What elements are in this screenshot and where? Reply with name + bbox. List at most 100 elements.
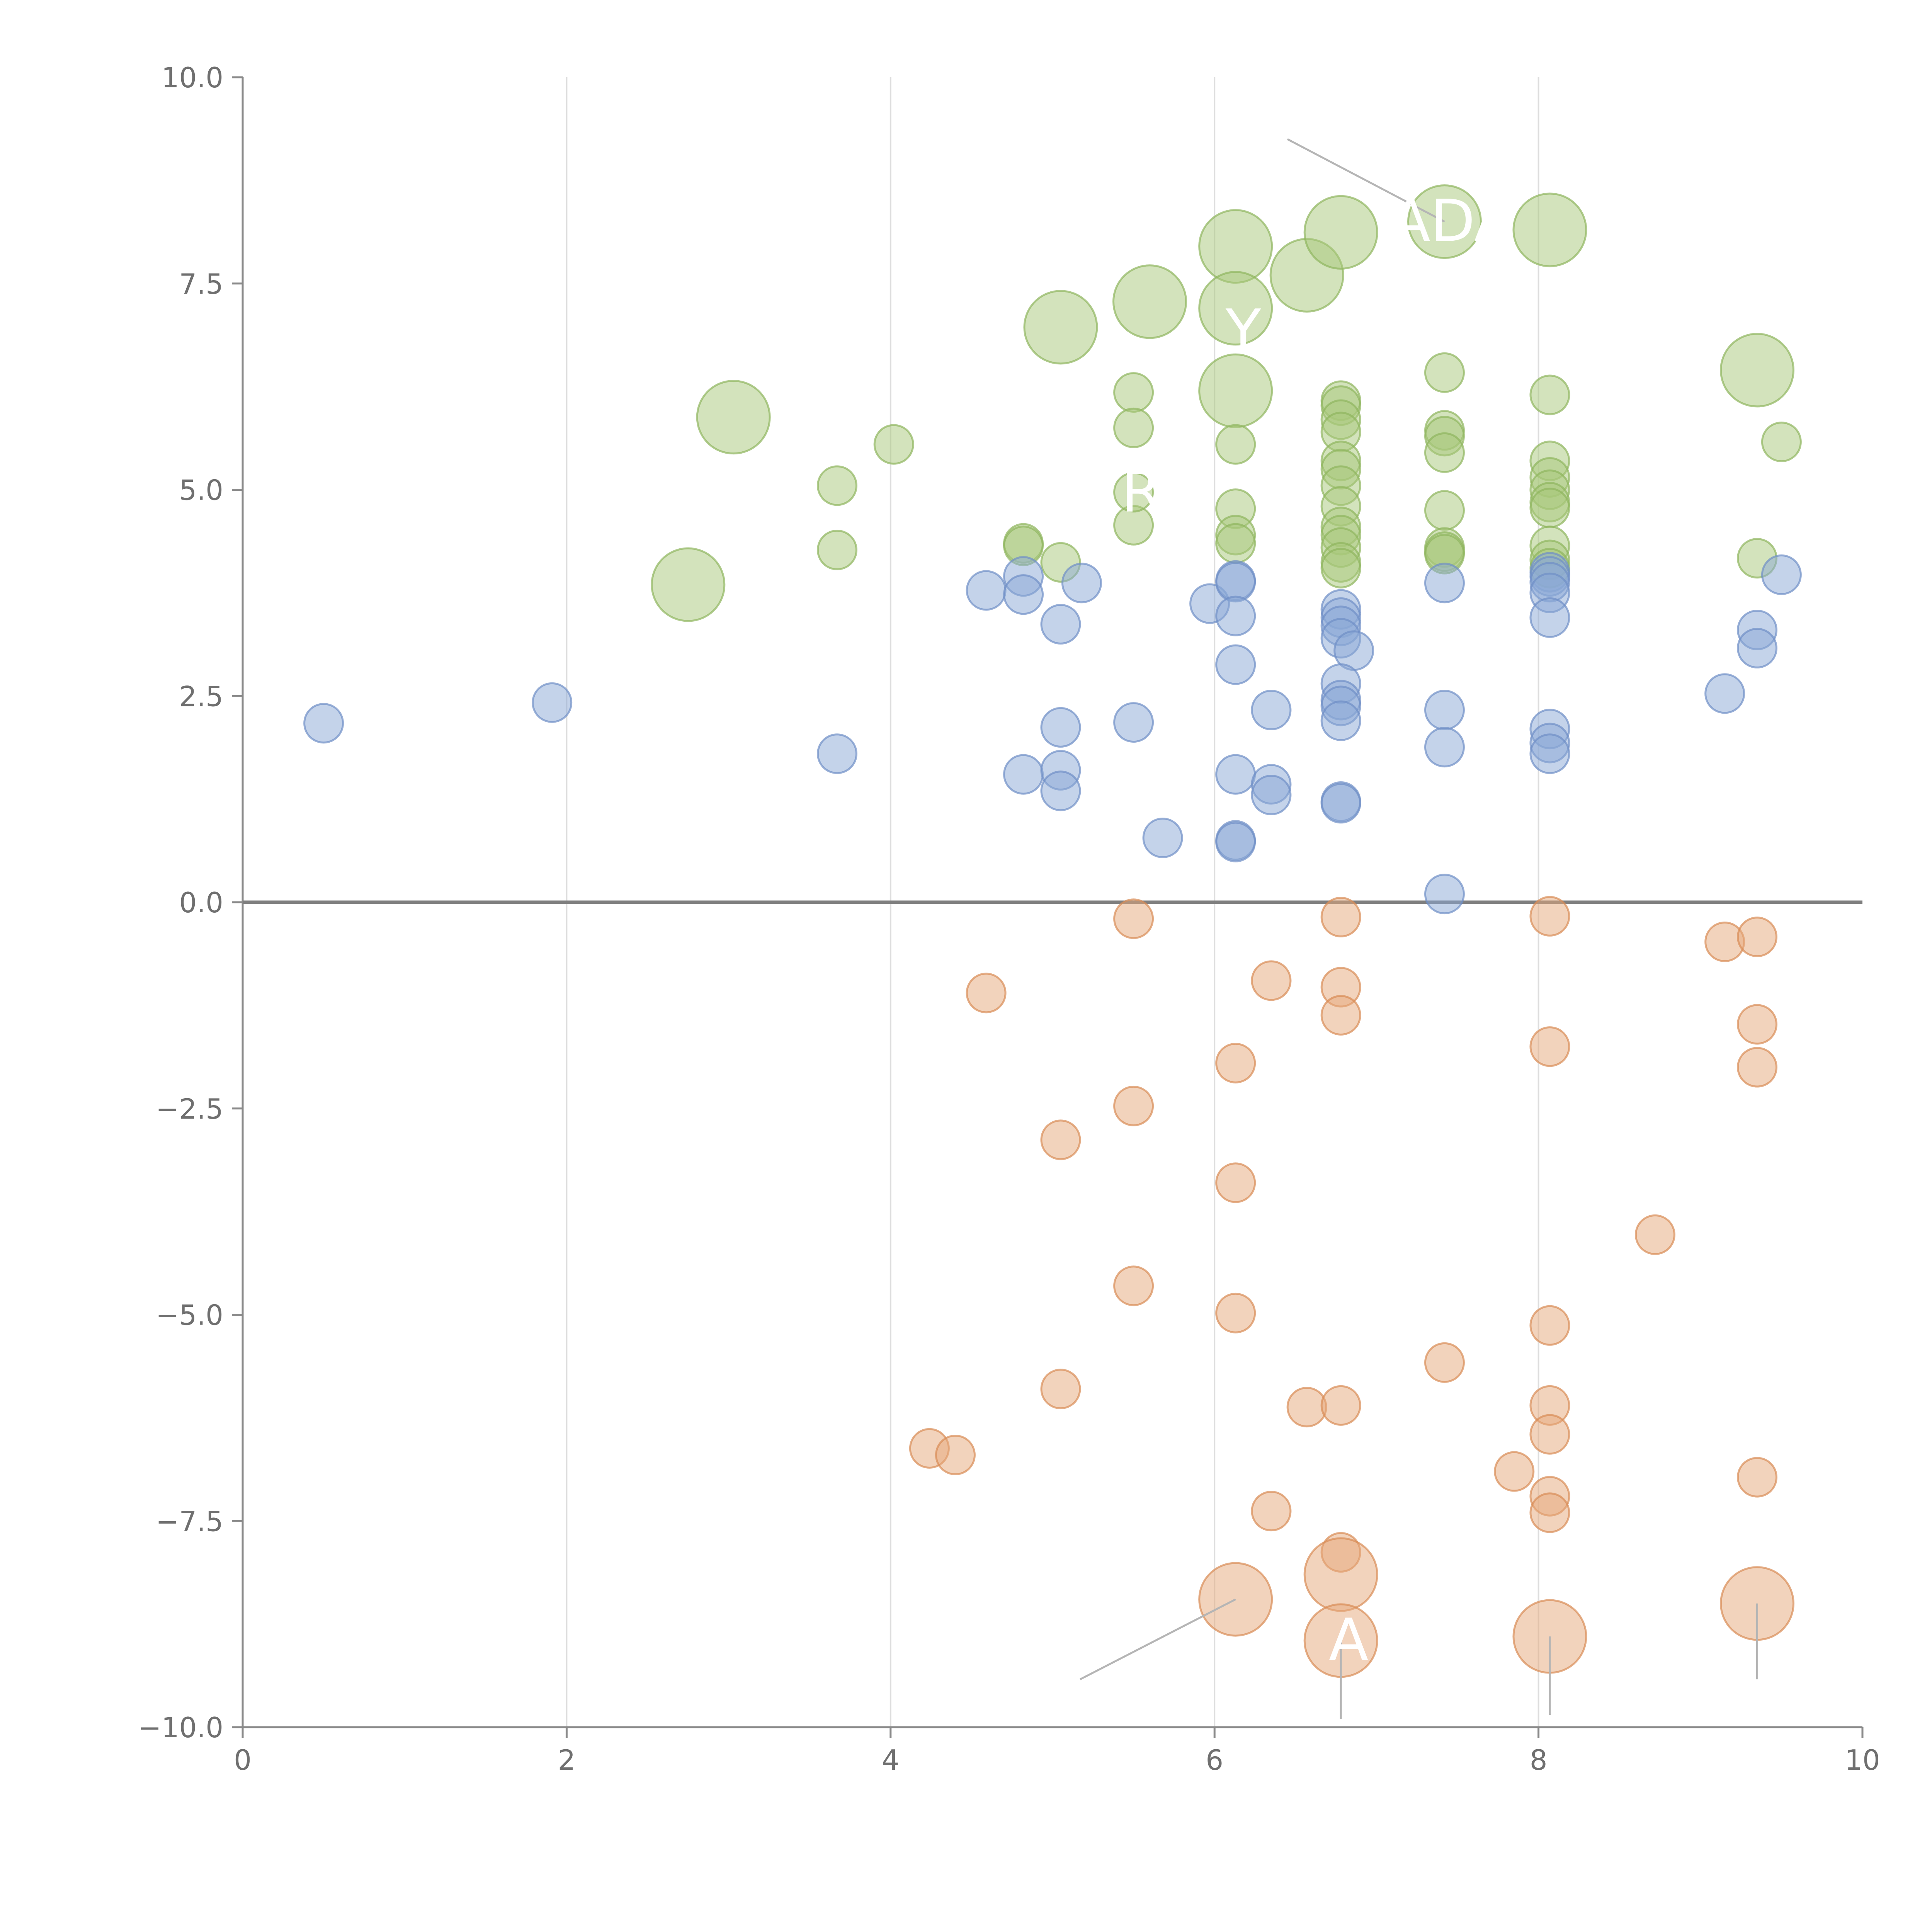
- bubble-layer: [303, 184, 1802, 1678]
- green-bubble: [1529, 374, 1570, 415]
- blue-bubble: [1761, 554, 1802, 595]
- x-tick-label: 2: [558, 1744, 575, 1776]
- green-bubble: [1215, 523, 1256, 564]
- orange-bubble: [1529, 896, 1570, 937]
- orange-bubble: [1251, 1491, 1292, 1532]
- orange-bubble: [1040, 1369, 1081, 1410]
- orange-bubble: [1494, 1451, 1535, 1492]
- blue-bubble: [1061, 563, 1102, 604]
- x-tick-label: 0: [234, 1744, 252, 1776]
- green-bubble: [1198, 271, 1273, 346]
- blue-bubble: [1529, 597, 1570, 638]
- green-bubble: [1761, 422, 1802, 463]
- green-bubble: [1424, 490, 1465, 531]
- blue-bubble: [1142, 817, 1183, 858]
- green-bubble: [816, 465, 857, 506]
- blue-bubble: [1251, 690, 1292, 731]
- orange-bubble: [1215, 1043, 1256, 1083]
- green-bubble: [1720, 333, 1795, 408]
- orange-bubble: [1113, 898, 1154, 939]
- blue-bubble: [1320, 700, 1361, 741]
- green-bubble: [1198, 353, 1273, 428]
- orange-bubble: [1286, 1387, 1327, 1428]
- blue-bubble: [1424, 874, 1465, 915]
- annotation-leader-line: [1287, 138, 1445, 223]
- blue-bubble: [1251, 774, 1292, 815]
- blue-bubble: [1215, 562, 1256, 603]
- orange-bubble: [1215, 1162, 1256, 1203]
- orange-bubble: [1529, 1492, 1570, 1533]
- green-bubble: [1303, 195, 1378, 270]
- green-bubble: [1215, 424, 1256, 465]
- orange-bubble: [1320, 896, 1361, 937]
- orange-bubble: [1320, 995, 1361, 1036]
- orange-bubble: [935, 1434, 976, 1475]
- green-bubble: [1113, 472, 1154, 513]
- y-tick-label: 10.0: [162, 61, 223, 94]
- blue-bubble: [1704, 673, 1745, 714]
- leader-line: [1080, 1598, 1236, 1680]
- y-tick-label: −10.0: [138, 1711, 223, 1744]
- green-bubble: [651, 547, 726, 622]
- orange-bubble: [966, 973, 1007, 1014]
- y-tick-label: 2.5: [179, 680, 223, 713]
- orange-bubble: [1215, 1293, 1256, 1333]
- orange-bubble: [1113, 1265, 1154, 1306]
- blue-bubble: [1003, 574, 1044, 615]
- point-annotation: Y: [1225, 298, 1261, 365]
- y-tick-label: 5.0: [179, 474, 223, 507]
- orange-bubble: [1040, 1119, 1081, 1160]
- blue-bubble: [1215, 754, 1256, 795]
- x-tick-label: 4: [882, 1744, 900, 1776]
- orange-bubble: [1320, 1385, 1361, 1426]
- blue-bubble: [1424, 727, 1465, 768]
- annotation-layer: ADA R A Y: [1080, 138, 1759, 1719]
- blue-bubble: [1215, 595, 1256, 636]
- green-bubble: [696, 380, 771, 455]
- axis-layer: 0 2 4 6 8 10 10.0 7.5 5.0 2.5 0.0 −2.5 −5.0 −7.5 −10.0: [138, 61, 1880, 1776]
- x-tick-label: 6: [1206, 1744, 1223, 1776]
- orange-bubble: [1737, 1457, 1778, 1498]
- y-tick-label: −5.0: [156, 1299, 223, 1332]
- blue-bubble: [532, 682, 573, 723]
- orange-bubble: [1737, 1047, 1778, 1088]
- orange-bubble: [1529, 1026, 1570, 1067]
- y-tick-label: 7.5: [179, 268, 223, 300]
- y-tick-label: −7.5: [156, 1505, 223, 1537]
- blue-bubble: [1215, 644, 1256, 685]
- orange-bubble: [1113, 1085, 1154, 1126]
- green-bubble: [1320, 548, 1361, 588]
- x-tick-label: 10: [1845, 1744, 1880, 1776]
- point-annotation: R: [1121, 458, 1161, 526]
- y-tick-label: −2.5: [156, 1093, 223, 1125]
- point-annotation: ADA: [1391, 188, 1514, 255]
- orange-bubble: [1529, 1305, 1570, 1346]
- green-bubble: [1512, 192, 1587, 267]
- blue-bubble: [1215, 821, 1256, 862]
- orange-bubble: [1737, 917, 1778, 957]
- green-bubble: [1113, 372, 1154, 413]
- green-bubble: [1023, 290, 1098, 365]
- point-annotation: A: [1329, 1607, 1369, 1674]
- blue-bubble: [1003, 754, 1044, 795]
- blue-bubble: [1737, 628, 1778, 668]
- orange-bubble: [1303, 1537, 1378, 1612]
- green-bubble: [1112, 264, 1187, 339]
- blue-bubble: [1320, 783, 1361, 824]
- blue-bubble: [816, 733, 857, 774]
- orange-bubble: [1529, 1414, 1570, 1455]
- orange-bubble: [1251, 960, 1292, 1001]
- blue-bubble: [1529, 733, 1570, 774]
- blue-bubble: [1424, 563, 1465, 604]
- green-bubble: [1424, 432, 1465, 473]
- green-bubble: [816, 529, 857, 570]
- green-bubble: [1113, 407, 1154, 448]
- green-bubble: [1529, 487, 1570, 528]
- blue-bubble: [1040, 770, 1081, 811]
- blue-bubble: [1424, 690, 1465, 731]
- blue-bubble: [303, 703, 344, 744]
- orange-bubble: [1737, 1004, 1778, 1045]
- orange-bubble: [1634, 1214, 1675, 1255]
